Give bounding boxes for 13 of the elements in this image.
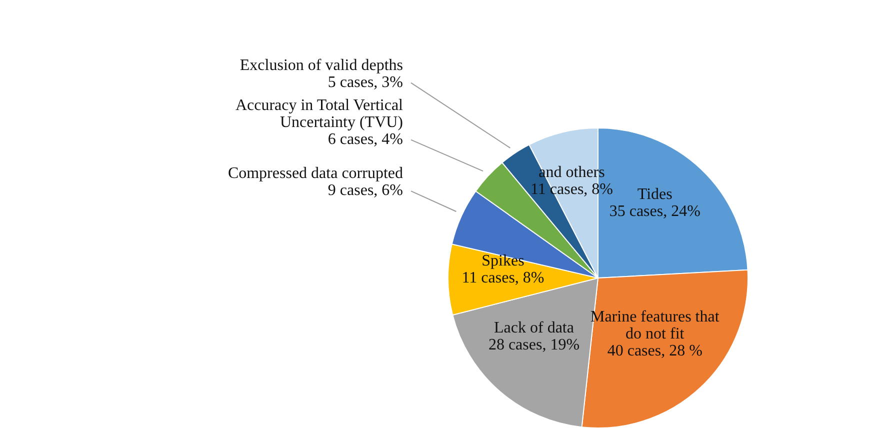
data-label: 40 cases, 28 % bbox=[607, 342, 702, 360]
slice-label: Compressed data corrupted bbox=[228, 165, 403, 182]
slice-label: Accuracy in Total Vertical Uncertainty (TVU) bbox=[235, 96, 404, 131]
data-label: 28 cases, 19% bbox=[488, 336, 580, 354]
data-label: 11 cases, 8% bbox=[462, 269, 544, 286]
data-label: 35 cases, 24% bbox=[609, 203, 700, 220]
data-label: 6 cases, 4% bbox=[328, 130, 403, 148]
slice-label: Exclusion of valid depths bbox=[240, 56, 403, 74]
slice-label: Tides bbox=[637, 186, 672, 204]
data-label: 5 cases, 3% bbox=[328, 74, 403, 91]
slice-label: Spikes bbox=[482, 252, 524, 270]
slice-label: Lack of data bbox=[494, 319, 574, 336]
data-label: 9 cases, 6% bbox=[328, 182, 403, 200]
